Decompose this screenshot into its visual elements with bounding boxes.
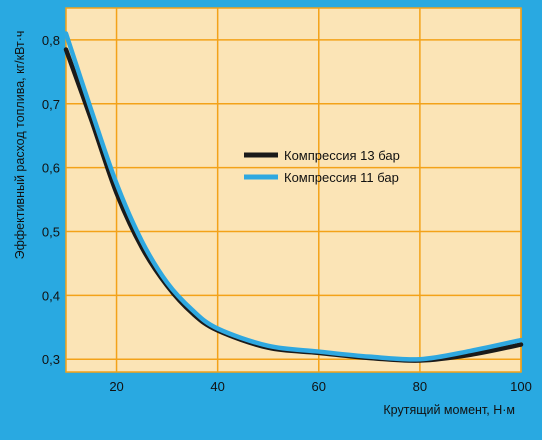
y-tick-label: 0,5 (42, 225, 60, 240)
y-tick-label: 0,3 (42, 352, 60, 367)
compression-11-bar-line (63, 31, 524, 362)
x-tick-label: 20 (109, 379, 123, 394)
y-tick-label: 0,4 (42, 288, 60, 303)
x-axis-label: Крутящий момент, Н·м (383, 403, 515, 417)
series-group (63, 31, 524, 363)
x-tick-label: 100 (510, 379, 532, 394)
plot-border (65, 7, 522, 373)
legend-label: Компрессия 11 бар (284, 170, 399, 185)
x-tick-label: 40 (210, 379, 224, 394)
x-axis-ticks: 20 40 60 80 100 (109, 379, 532, 394)
y-axis-label: Эффективный расход топлива, кг/кВт·ч (13, 31, 27, 260)
x-tick-label: 60 (312, 379, 326, 394)
x-tick-label: 80 (413, 379, 427, 394)
y-tick-label: 0,8 (42, 33, 60, 48)
y-tick-label: 0,6 (42, 161, 60, 176)
y-tick-label: 0,7 (42, 97, 60, 112)
legend-label: Компрессия 13 бар (284, 148, 400, 163)
legend: Компрессия 13 бар Компрессия 11 бар (244, 148, 400, 185)
y-axis-ticks: 0,3 0,4 0,5 0,6 0,7 0,8 (42, 33, 60, 367)
plot-area (66, 8, 521, 372)
